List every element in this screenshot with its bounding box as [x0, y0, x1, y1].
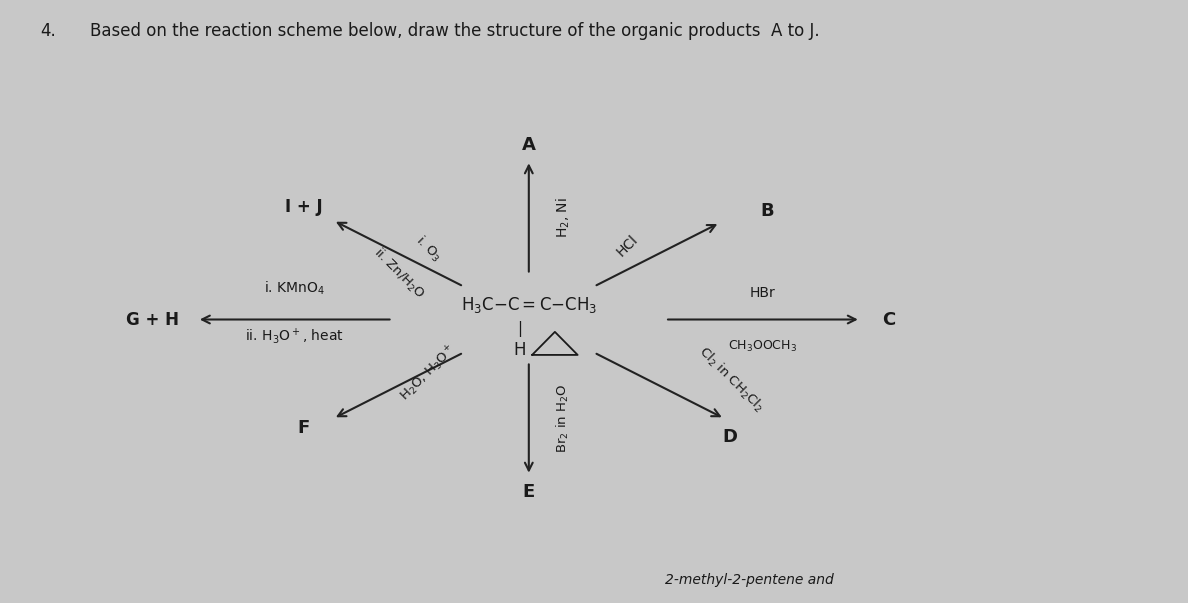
Text: HCl: HCl — [614, 232, 640, 259]
Text: ii. H$_3$O$^+$, heat: ii. H$_3$O$^+$, heat — [245, 327, 345, 346]
Text: i. O$_3$: i. O$_3$ — [412, 233, 444, 265]
Text: B: B — [760, 202, 775, 219]
Text: Cl$_2$ in CH$_2$Cl$_2$: Cl$_2$ in CH$_2$Cl$_2$ — [695, 344, 766, 415]
Text: G + H: G + H — [126, 311, 179, 329]
Text: H$_2$, Ni: H$_2$, Ni — [555, 197, 573, 238]
Text: |: | — [517, 321, 522, 336]
Text: 2-methyl-2-pentene and: 2-methyl-2-pentene and — [665, 573, 834, 587]
Text: 4.: 4. — [40, 22, 56, 40]
Text: D: D — [722, 428, 738, 446]
Text: H$_3$C$-$C$=$C$-$CH$_3$: H$_3$C$-$C$=$C$-$CH$_3$ — [461, 294, 598, 315]
Text: H$_2$O, H$_3$O$^+$: H$_2$O, H$_3$O$^+$ — [397, 342, 460, 405]
Text: i. KMnO$_4$: i. KMnO$_4$ — [264, 279, 326, 297]
Text: Based on the reaction scheme below, draw the structure of the organic products  : Based on the reaction scheme below, draw… — [90, 22, 820, 40]
Text: ii. Zn/H$_2$O: ii. Zn/H$_2$O — [369, 245, 428, 303]
Text: CH$_3$OOCH$_3$: CH$_3$OOCH$_3$ — [728, 339, 797, 355]
Text: H: H — [513, 341, 525, 359]
Text: I + J: I + J — [285, 198, 322, 216]
Text: F: F — [297, 418, 310, 437]
Text: C: C — [881, 311, 896, 329]
Text: Br$_2$ in H$_2$O: Br$_2$ in H$_2$O — [555, 384, 571, 453]
Text: A: A — [522, 136, 536, 154]
Text: E: E — [523, 484, 535, 501]
Text: HBr: HBr — [750, 286, 776, 300]
